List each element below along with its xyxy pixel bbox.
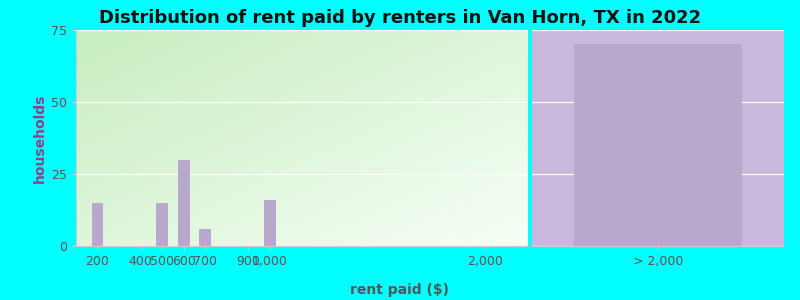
Text: rent paid ($): rent paid ($) [350, 283, 450, 297]
Bar [199, 229, 211, 246]
Text: Distribution of rent paid by renters in Van Horn, TX in 2022: Distribution of rent paid by renters in … [99, 9, 701, 27]
Bar [264, 200, 276, 246]
Bar [574, 44, 742, 246]
Bar [156, 203, 168, 246]
Y-axis label: households: households [33, 93, 47, 183]
Bar [92, 203, 103, 246]
Bar [178, 160, 190, 246]
